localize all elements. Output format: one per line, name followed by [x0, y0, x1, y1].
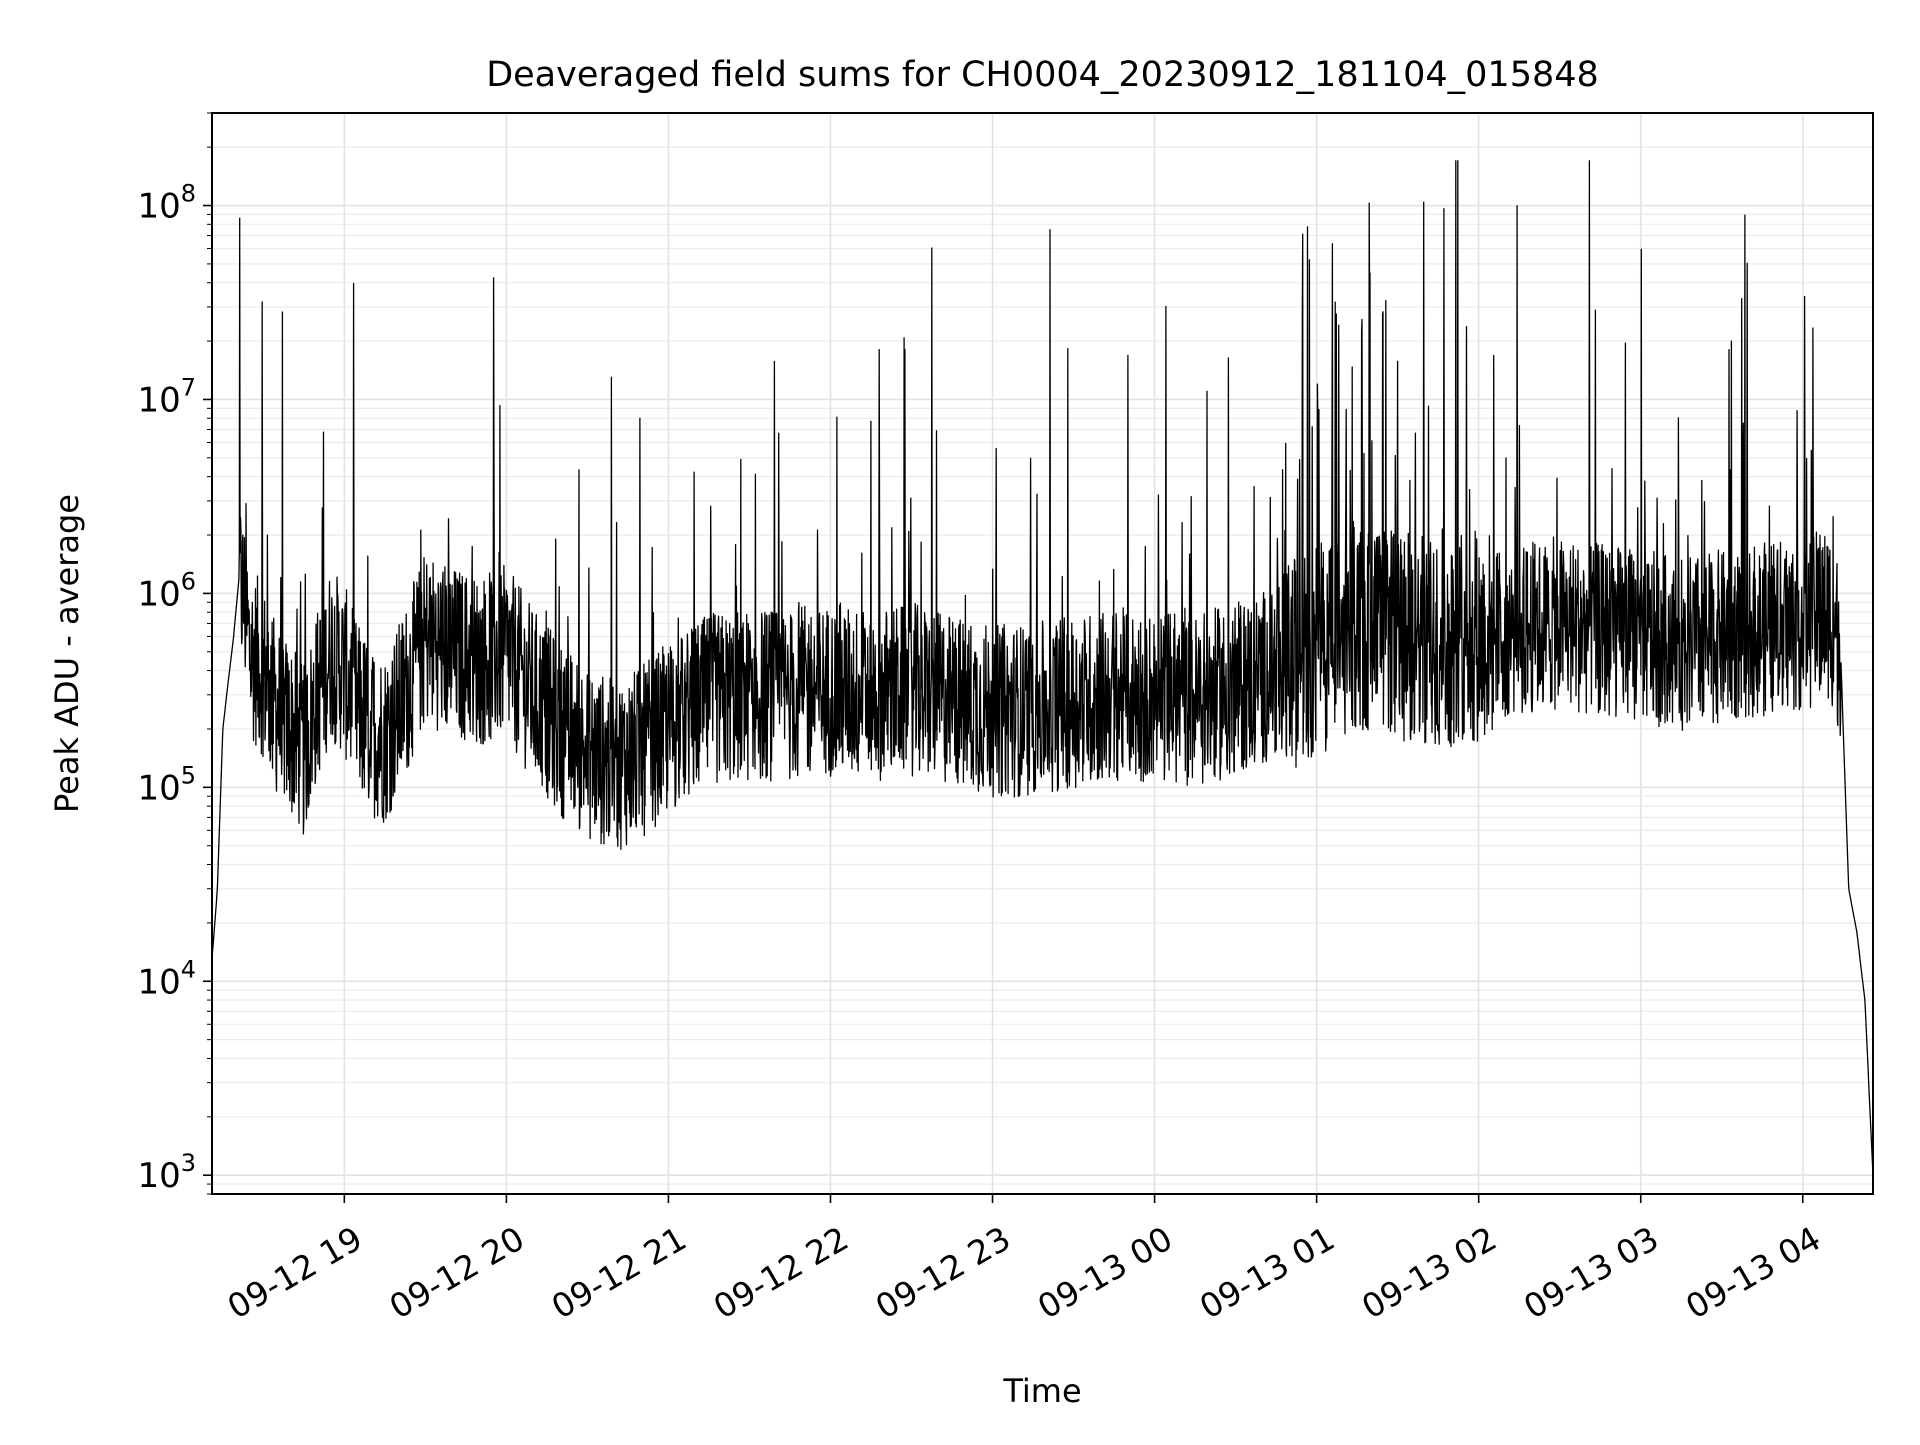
x-axis-label: Time — [1002, 1372, 1081, 1410]
y-axis-label: Peak ADU - average — [48, 494, 86, 813]
y-tick-label: 106 — [137, 567, 196, 614]
axes-frame — [211, 112, 1874, 1195]
grid — [212, 112, 1873, 1195]
chart-title: Deaveraged field sums for CH0004_2023091… — [486, 55, 1599, 95]
series-line-0 — [211, 160, 1874, 1176]
y-tick-label: 107 — [137, 373, 196, 420]
y-tick-label: 104 — [137, 955, 196, 1002]
y-tick-label: 105 — [137, 761, 196, 808]
y-tick-label: 108 — [137, 180, 196, 227]
y-tick-label: 103 — [137, 1149, 196, 1196]
series-layer — [211, 160, 1874, 1176]
